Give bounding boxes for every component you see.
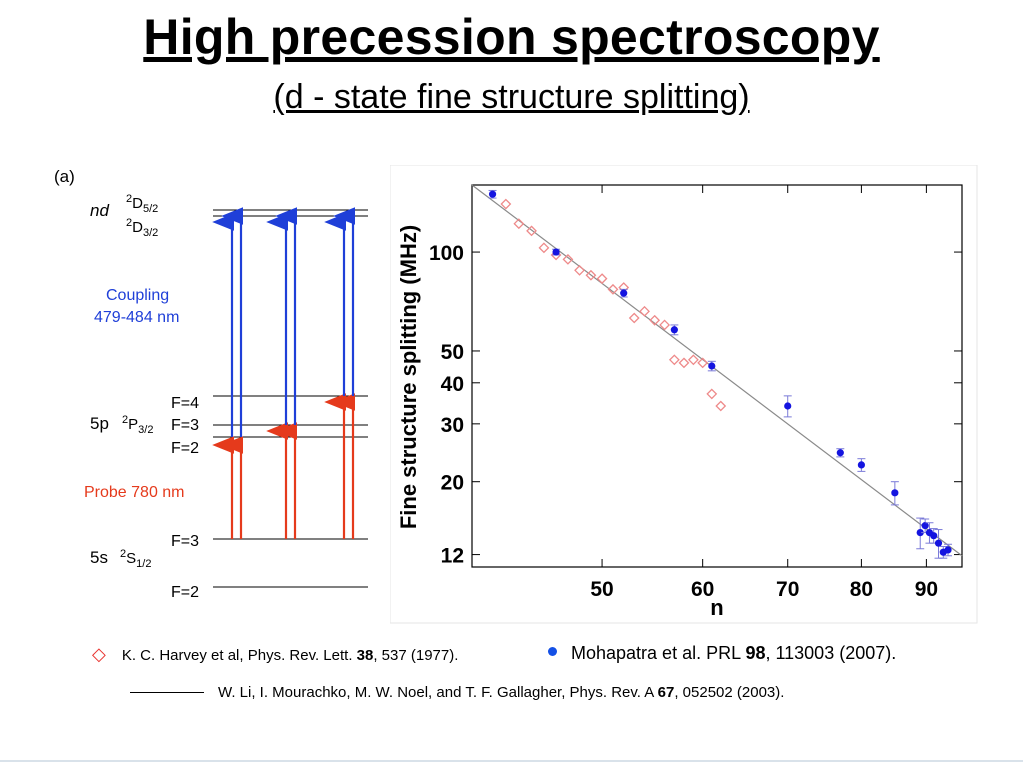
coupling-arrows — [212, 207, 356, 437]
slide-title: High precession spectroscopy — [143, 9, 880, 65]
nd-label: nd — [90, 201, 109, 220]
harvey-point — [678, 357, 690, 369]
y-tick-label: 40 — [441, 373, 464, 396]
harvey-point — [513, 218, 525, 230]
harvey-point — [607, 283, 619, 295]
panel-label: (a) — [54, 167, 75, 186]
p-f3-label: F=3 — [171, 417, 199, 434]
mohapatra-point — [836, 449, 844, 457]
p-f2-label: F=2 — [171, 440, 199, 457]
s-state-label: 2S1/2 — [120, 548, 151, 570]
fit-line — [471, 184, 963, 557]
harvey-point — [596, 273, 608, 285]
x-tick-label: 70 — [776, 578, 799, 601]
s-f3-label: F=3 — [171, 533, 199, 550]
reference-li: W. Li, I. Mourachko, M. W. Noel, and T. … — [130, 684, 784, 701]
harvey-point — [526, 225, 537, 237]
s-f2-label: F=2 — [171, 584, 199, 601]
x-tick-label: 90 — [915, 578, 938, 601]
harvey-point — [715, 400, 727, 412]
p-f4-label: F=4 — [171, 395, 199, 412]
mohapatra-point — [891, 489, 899, 497]
mohapatra-point — [857, 461, 865, 469]
filled-circle-icon — [548, 647, 557, 656]
mohapatra-point — [784, 402, 792, 410]
reference-harvey: ◇ K. C. Harvey et al, Phys. Rev. Lett. 38… — [92, 644, 459, 664]
y-tick-label: 30 — [441, 414, 464, 437]
x-axis-label: n — [710, 595, 723, 620]
harvey-point — [500, 198, 512, 210]
y-tick-label: 100 — [429, 242, 464, 265]
mohapatra-point — [552, 248, 560, 256]
y-tick-label: 50 — [441, 341, 464, 364]
harvey-point — [562, 253, 574, 265]
slide-subtitle: (d - state fine structure splitting) — [273, 78, 750, 116]
probe-label: Probe 780 nm — [84, 484, 185, 501]
footer-rule — [0, 760, 1023, 762]
mohapatra-point — [620, 289, 628, 297]
harvey-point — [687, 354, 699, 366]
probe-arrows — [212, 393, 356, 539]
energy-level-diagram: (a) nd 2D5/2 2D3/2 Coupling 479-484 nm F… — [54, 167, 368, 601]
x-tick-label: 80 — [850, 578, 873, 601]
mohapatra-point — [944, 546, 952, 554]
p-state-prefix: 5p — [90, 414, 109, 433]
harvey-point — [639, 305, 650, 317]
x-tick-label: 60 — [691, 578, 714, 601]
mohapatra-point — [488, 190, 497, 198]
mohapatra-point — [934, 539, 943, 547]
y-tick-label: 12 — [441, 545, 464, 568]
chart-panel — [390, 165, 978, 624]
plot-frame — [471, 184, 963, 568]
x-tick-label: 50 — [590, 578, 613, 601]
d32-label: 2D3/2 — [126, 217, 158, 239]
plot-content: 50 60 70 80 90 12 20 30 40 50 100 — [429, 184, 963, 601]
d52-label: 2D5/2 — [126, 193, 158, 215]
coupling-wavelength: 479-484 nm — [94, 309, 179, 326]
harvey-point — [668, 354, 680, 366]
s-state-prefix: 5s — [90, 548, 108, 567]
mohapatra-point — [670, 326, 678, 334]
fit-line-icon — [130, 692, 204, 693]
harvey-point — [538, 242, 550, 254]
mohapatra-point — [708, 362, 716, 370]
harvey-point — [628, 312, 640, 324]
coupling-label: Coupling — [106, 287, 169, 304]
mohapatra-point — [916, 528, 924, 537]
harvey-point — [659, 319, 671, 331]
p-state-label: 2P3/2 — [122, 414, 153, 436]
harvey-point — [706, 388, 718, 400]
harvey-point — [697, 357, 709, 369]
harvey-point — [585, 269, 597, 281]
harvey-point — [574, 264, 585, 276]
y-tick-label: 20 — [441, 472, 464, 495]
splitting-vs-n-chart: 50 60 70 80 90 12 20 30 40 50 100 Fine structure s… — [390, 165, 978, 624]
mohapatra-point — [921, 522, 929, 530]
open-diamond-icon: ◇ — [92, 644, 106, 664]
mohapatra-point — [930, 532, 938, 540]
y-axis-label: Fine structure splitting (MHz) — [396, 225, 421, 529]
reference-mohapatra: Mohapatra et al. PRL 98, 113003 (2007). — [548, 643, 896, 664]
harvey-point — [649, 314, 661, 326]
